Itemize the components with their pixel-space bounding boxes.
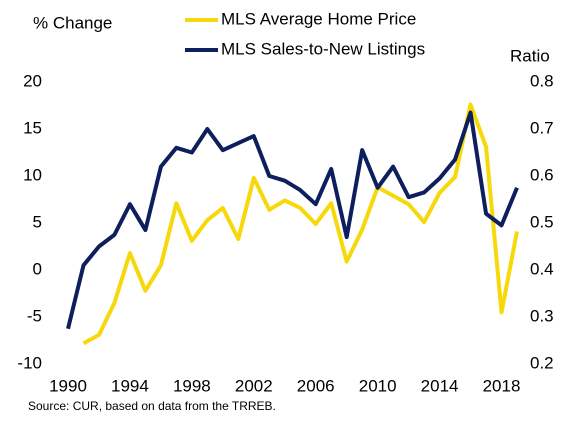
- y-tick-label: 5: [33, 212, 42, 231]
- x-tick-label: 1994: [111, 376, 149, 395]
- x-tick-label: 2006: [297, 376, 335, 395]
- y-tick-label: 15: [23, 118, 42, 137]
- y2-tick-label: 0.5: [530, 212, 554, 231]
- y-tick-label: 0: [33, 259, 42, 278]
- legend-label: MLS Average Home Price: [221, 9, 416, 28]
- x-tick-label: 1998: [173, 376, 211, 395]
- x-tick-label: 2018: [483, 376, 521, 395]
- y-tick-label: 20: [23, 71, 42, 90]
- y-tick-label: -10: [17, 353, 42, 372]
- y2-tick-label: 0.2: [530, 353, 554, 372]
- source-note: Source: CUR, based on data from the TRRE…: [28, 399, 276, 413]
- data-line: [82, 102, 519, 346]
- y2-axis-label: Ratio: [510, 46, 550, 65]
- y2-tick-label: 0.7: [530, 118, 554, 137]
- y2-tick-label: 0.4: [530, 259, 554, 278]
- y-axis-label: % Change: [33, 13, 112, 32]
- x-tick-label: 1990: [49, 376, 87, 395]
- y-tick-label: -5: [27, 306, 42, 325]
- x-tick-label: 2010: [359, 376, 397, 395]
- x-tick-label: 2002: [235, 376, 273, 395]
- y-tick-label: 10: [23, 165, 42, 184]
- y2-tick-label: 0.6: [530, 165, 554, 184]
- x-tick-label: 2014: [421, 376, 459, 395]
- y2-tick-label: 0.3: [530, 306, 554, 325]
- y2-tick-label: 0.8: [530, 71, 554, 90]
- legend-label: MLS Sales-to-New Listings: [221, 39, 425, 58]
- data-line: [66, 110, 519, 330]
